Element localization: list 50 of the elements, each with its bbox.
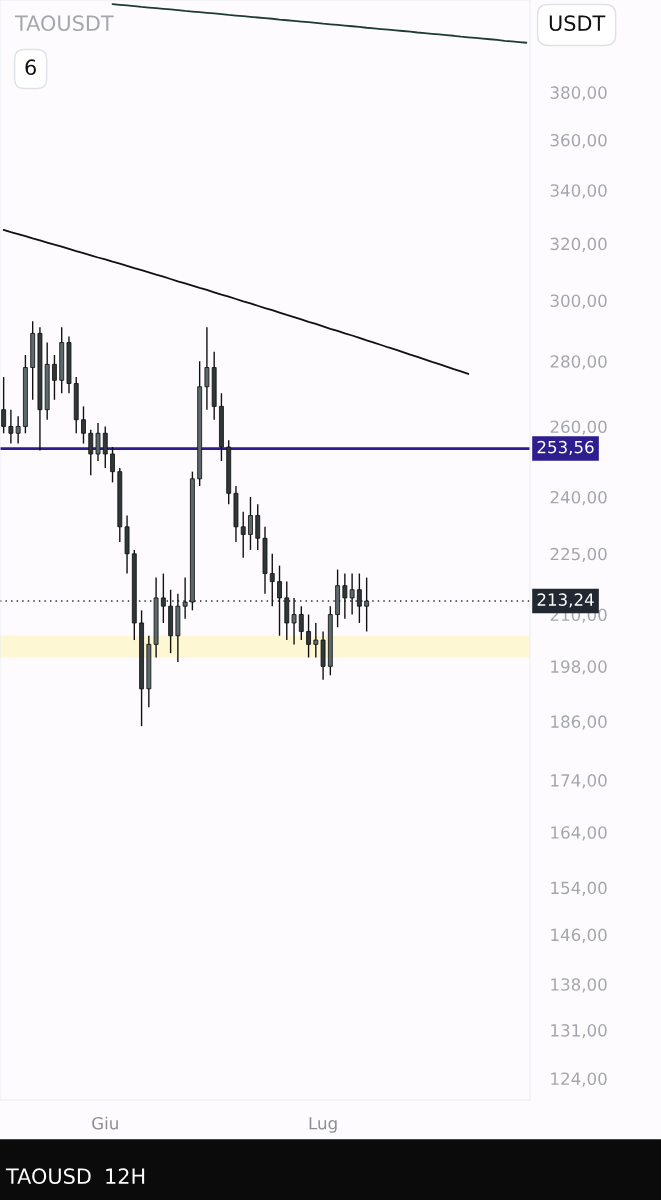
y-tick-label: 174,00: [551, 774, 607, 789]
y-tick-label: 138,00: [551, 978, 607, 993]
candlestick: [277, 564, 282, 637]
candlestick: [52, 354, 57, 401]
text: TAOUSDT: [14, 15, 114, 32]
y-tick-label: 360,00: [550, 133, 607, 149]
y-tick-label: 198,00: [551, 660, 607, 675]
y-tick-label: 146,00: [551, 928, 607, 943]
y-tick-label: 380,00: [550, 86, 607, 101]
candlestick: [102, 425, 108, 469]
candlestick: [110, 446, 115, 484]
y-tick-label: 164,00: [551, 826, 607, 841]
candlestick: [255, 503, 261, 551]
y-tick-label: 225,00: [550, 547, 607, 563]
text: USDT: [549, 15, 606, 32]
candlestick: [306, 613, 311, 659]
candlestick: [81, 405, 86, 445]
ref-line-label: 253,56: [537, 440, 594, 456]
candlestick: [364, 576, 370, 633]
x-tick-label: Lug: [309, 1117, 337, 1133]
y-tick-label: 124,00: [551, 1072, 607, 1087]
ref-line-label: 213,24: [537, 593, 594, 608]
y-tick-label: 340,00: [550, 184, 607, 199]
annotation: 6: [25, 59, 36, 76]
candlestick: [15, 415, 21, 445]
y-tick-label: 300,00: [550, 294, 607, 309]
y-tick-label: 186,00: [551, 715, 607, 730]
candlestick: [95, 422, 101, 462]
candlestick: [240, 511, 246, 559]
y-tick-label: 280,00: [550, 355, 607, 370]
y-tick-label: 131,00: [551, 1024, 607, 1039]
y-tick-label: 154,00: [551, 881, 607, 896]
candlestick: [248, 496, 253, 551]
candlestick: [88, 429, 94, 476]
text: TAOUSD: [5, 1168, 91, 1185]
line-series: [2, 229, 470, 375]
candlestick: [269, 553, 275, 607]
candlestick: [204, 326, 210, 411]
candlestick: [356, 572, 362, 624]
candlestick: [313, 622, 319, 659]
candlestick: [1, 376, 7, 434]
candlestick: [8, 409, 14, 445]
y-tick-label: 260,00: [550, 420, 607, 435]
candlestick: [160, 572, 166, 624]
text: 12H: [106, 1168, 145, 1184]
x-tick-label: Giu: [92, 1116, 118, 1130]
candlestick: [291, 597, 297, 646]
y-tick-label: 320,00: [550, 237, 607, 252]
candlestick: [298, 605, 304, 641]
y-tick-label: 240,00: [550, 490, 607, 506]
